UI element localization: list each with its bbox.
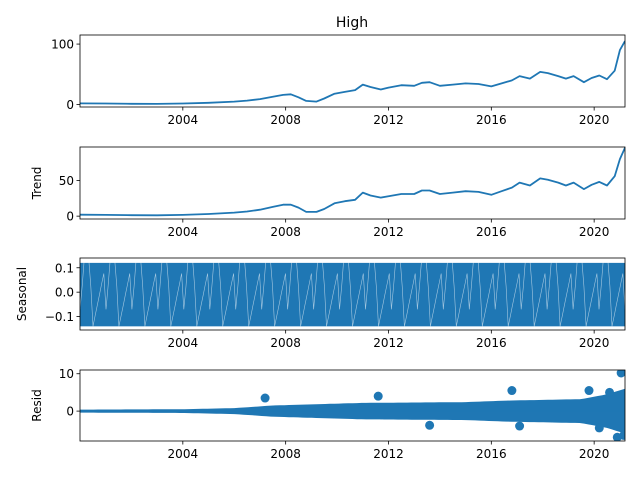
x-tick-label: 2012 (373, 447, 404, 461)
resid-panel: 2004 2008 2012 2016 2020 10 0 Resid (30, 367, 626, 461)
y-tick-label: 10 (59, 367, 74, 381)
y-tick-label: 0.0 (55, 286, 74, 300)
observed-panel: 2004 2008 2012 2016 2020 0 100 (51, 34, 626, 127)
resid-point (594, 423, 604, 433)
resid-point (515, 421, 525, 431)
y-tick-label: 100 (51, 38, 74, 52)
resid-point (605, 387, 615, 397)
resid-point (584, 386, 594, 396)
x-tick-label: 2012 (373, 225, 404, 239)
axes-frame (79, 146, 626, 220)
x-tick-label: 2008 (270, 336, 301, 350)
y-axis-title: Seasonal (15, 267, 29, 321)
series-line (80, 147, 625, 217)
x-tick-label: 2004 (168, 336, 199, 350)
y-tick-label: 0.1 (55, 261, 74, 275)
x-tick-label: 2020 (579, 447, 610, 461)
resid-point (619, 430, 625, 440)
axes-frame (79, 257, 626, 331)
x-tick-label: 2020 (579, 225, 610, 239)
resid-point (373, 391, 383, 401)
x-tick-label: 2016 (476, 225, 507, 239)
axes-frame (79, 369, 626, 442)
x-tick-label: 2004 (168, 113, 199, 127)
y-tick-label: 0 (66, 405, 74, 419)
seasonal-line (80, 258, 625, 327)
plot-area (80, 147, 625, 217)
resid-point (507, 386, 517, 396)
plot-area (80, 258, 625, 327)
y-tick-label: 0 (66, 98, 74, 112)
trend-panel: 2004 2008 2012 2016 2020 0 50 Trend (30, 146, 626, 239)
x-tick-label: 2004 (168, 225, 199, 239)
x-tick-label: 2008 (270, 447, 301, 461)
seasonal-panel: 2004 2008 2012 2016 2020 0.1 0.0 −0.1 Seasonal (15, 257, 626, 350)
y-tick-label: 0 (66, 210, 74, 224)
resid-point (616, 370, 625, 378)
x-tick-label: 2008 (270, 113, 301, 127)
x-tick-label: 2020 (579, 336, 610, 350)
x-tick-label: 2012 (373, 113, 404, 127)
x-tick-label: 2016 (476, 447, 507, 461)
figure-title: High (336, 15, 368, 31)
resid-point (260, 393, 270, 403)
x-tick-label: 2016 (476, 336, 507, 350)
x-tick-label: 2004 (168, 447, 199, 461)
resid-point (425, 420, 435, 430)
axes-frame (79, 34, 626, 108)
y-tick-label: 50 (59, 174, 74, 188)
series-line (80, 40, 625, 105)
x-tick-label: 2012 (373, 336, 404, 350)
x-tick-label: 2008 (270, 225, 301, 239)
plot-area (80, 370, 625, 441)
y-axis-title: Resid (30, 389, 44, 421)
x-tick-label: 2020 (579, 113, 610, 127)
y-axis-title: Trend (30, 167, 44, 201)
seasonal-band (80, 262, 625, 327)
y-tick-label: −0.1 (45, 310, 74, 324)
plot-area (80, 40, 625, 105)
x-tick-label: 2016 (476, 113, 507, 127)
